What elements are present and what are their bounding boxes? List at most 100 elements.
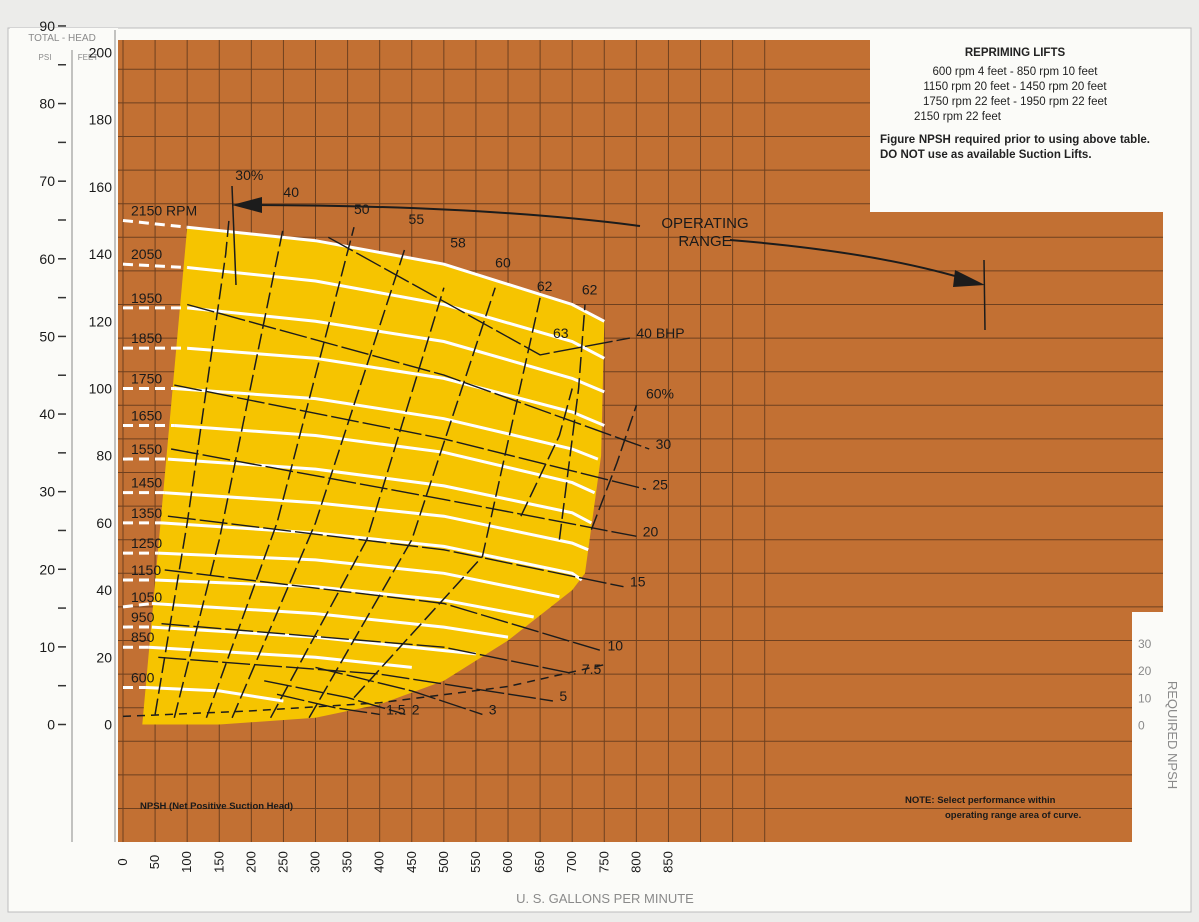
- rpm-curve: [187, 306, 605, 394]
- rpm-curve: [155, 578, 534, 619]
- efficiency-label: 60%: [646, 386, 674, 402]
- npsh-tick-label: 0: [1138, 719, 1145, 733]
- x-tick-label: 50: [147, 855, 162, 869]
- rpm-label: 600: [131, 670, 155, 686]
- x-tick-label: 0: [115, 858, 130, 865]
- x-tick-label: 650: [532, 851, 547, 873]
- operating-range-label: OPERATING: [661, 215, 748, 232]
- bhp-label: 7.5: [582, 661, 602, 677]
- x-tick-label: 100: [179, 851, 194, 873]
- x-axis-label: U. S. GALLONS PER MINUTE: [516, 891, 694, 906]
- bhp-label: 15: [630, 574, 646, 590]
- left-axis-feet-label: FEET: [78, 53, 99, 62]
- arrowhead-right: [953, 270, 985, 287]
- rpm-label: 1650: [131, 407, 162, 423]
- bhp-line: [161, 623, 576, 675]
- efficiency-label: 58: [450, 234, 466, 250]
- rpm-curve-dash: [122, 262, 188, 270]
- select-note: NOTE: Select performance within: [905, 795, 1056, 806]
- rpm-curve: [151, 625, 477, 656]
- repriming-title: REPRIMING LIFTS: [964, 47, 1066, 59]
- rpm-label: 1950: [131, 290, 162, 306]
- bhp-line: [167, 515, 624, 588]
- efficiency-curve: [590, 405, 638, 530]
- x-tick-label: 500: [436, 851, 451, 873]
- feet-tick-label: 20: [96, 649, 112, 665]
- repriming-line: 1150 rpm 20 feet - 1450 rpm 20 feet: [923, 81, 1107, 93]
- rpm-curve: [187, 346, 605, 427]
- efficiency-label: 55: [409, 211, 425, 227]
- rpm-curve: [145, 686, 284, 703]
- rpm-label: 1850: [131, 330, 162, 346]
- rpm-curve: [158, 551, 560, 599]
- npsh-figure-note: Figure NPSH required prior to using abov…: [880, 134, 1150, 161]
- select-note: operating range area of curve.: [945, 810, 1081, 821]
- operating-range-label: RANGE: [678, 233, 731, 250]
- efficiency-label: 63: [553, 325, 569, 341]
- bhp-line: [315, 666, 483, 716]
- x-tick-label: 600: [500, 851, 515, 873]
- repriming-lifts-box: REPRIMING LIFTS 600 rpm 4 feet - 850 rpm…: [880, 46, 1150, 163]
- efficiency-label: 62: [582, 281, 598, 297]
- feet-tick-label: 80: [96, 448, 112, 464]
- x-tick-label: 200: [243, 851, 258, 873]
- psi-tick-label: 80: [39, 96, 55, 112]
- rpm-curve: [167, 457, 593, 525]
- rpm-label: 1750: [131, 371, 162, 387]
- bhp-line: [327, 236, 631, 356]
- rpm-curve-dash: [122, 602, 153, 609]
- rpm-curve: [148, 645, 412, 669]
- rpm-curve: [187, 225, 605, 323]
- bhp-label: 30: [656, 436, 672, 452]
- feet-tick-label: 200: [89, 45, 113, 61]
- feet-tick-label: 120: [89, 313, 113, 329]
- rpm-label: 1050: [131, 589, 162, 605]
- rpm-curve: [161, 521, 583, 582]
- x-tick-label: 300: [308, 851, 323, 873]
- right-axis-label: REQUIRED NPSH: [1165, 681, 1180, 789]
- left-axis-psi-label: PSI: [39, 53, 52, 62]
- feet-tick-label: 180: [89, 112, 113, 128]
- npsh-tick-label: 30: [1138, 637, 1152, 651]
- repriming-line: 600 rpm 4 feet - 850 rpm 10 feet: [932, 66, 1098, 78]
- x-tick-label: 750: [596, 851, 611, 873]
- range-arrow-left: [237, 204, 641, 227]
- rpm-label: 1550: [131, 441, 162, 457]
- efficiency-label: 40: [283, 184, 299, 200]
- psi-tick-label: 70: [39, 173, 55, 189]
- efficiency-curve: [308, 287, 496, 719]
- rpm-label: 1250: [131, 535, 162, 551]
- efficiency-label: 30%: [235, 167, 263, 183]
- psi-tick-label: 0: [47, 717, 55, 733]
- bhp-line: [264, 680, 406, 716]
- feet-tick-label: 0: [104, 717, 112, 733]
- arrowhead-left: [232, 197, 262, 213]
- bhp-label: 5: [559, 688, 567, 704]
- left-axis-header: TOTAL - HEAD: [28, 33, 96, 44]
- psi-tick-label: 50: [39, 328, 55, 344]
- bhp-line: [187, 303, 650, 450]
- efficiency-label: 60: [495, 255, 511, 271]
- rpm-label: 1150: [131, 562, 161, 578]
- rpm-curve-dash: [122, 219, 188, 229]
- bhp-line: [164, 569, 602, 652]
- x-tick-label: 850: [660, 851, 675, 873]
- repriming-line: 1750 rpm 22 feet - 1950 rpm 22 feet: [922, 96, 1108, 108]
- npsh-tick-label: 10: [1138, 691, 1152, 705]
- x-tick-label: 250: [275, 851, 290, 873]
- psi-tick-label: 10: [39, 639, 55, 655]
- efficiency-label: 62: [537, 278, 553, 294]
- rpm-label: 1350: [131, 505, 162, 521]
- psi-tick-label: 60: [39, 251, 55, 267]
- x-tick-label: 350: [340, 851, 355, 873]
- bhp-label: 10: [607, 638, 623, 654]
- psi-tick-label: 40: [39, 406, 55, 422]
- efficiency-curve: [520, 388, 573, 517]
- range-arrow-right: [729, 239, 976, 283]
- efficiency-curve: [231, 247, 407, 719]
- feet-tick-label: 40: [96, 582, 112, 598]
- bhp-label: 20: [643, 523, 659, 539]
- rpm-curve: [174, 424, 596, 495]
- range-tick-right: [983, 259, 986, 331]
